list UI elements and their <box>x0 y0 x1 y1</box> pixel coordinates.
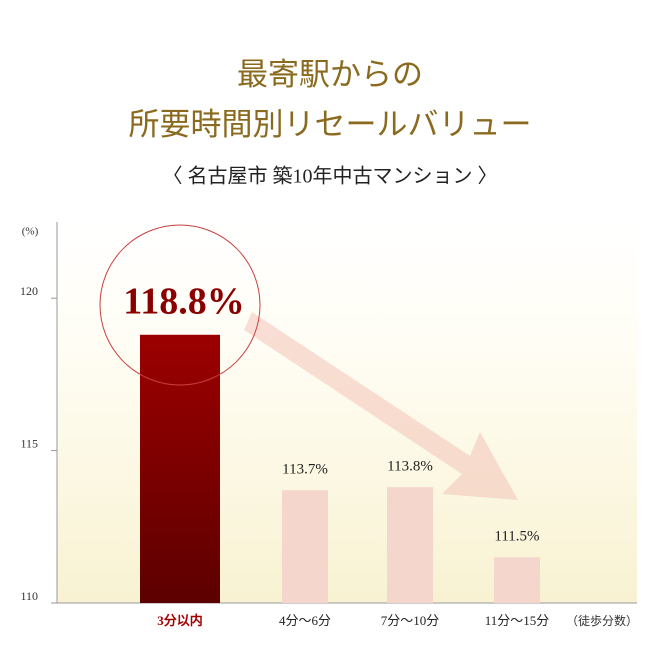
bar <box>282 490 328 603</box>
y-tick-label: 110 <box>20 589 38 603</box>
bar <box>494 557 540 603</box>
y-axis-label: (%) <box>22 226 39 238</box>
x-axis-label: （徒歩分数） <box>566 613 638 628</box>
value-label: 113.7% <box>282 462 328 478</box>
trend-arrow <box>244 312 518 500</box>
x-tick-label: 11分〜15分 <box>485 613 550 628</box>
chart-subtitle: 〈 名古屋市 築10年中古マンション 〉 <box>163 165 498 188</box>
x-tick-label: 7分〜10分 <box>381 613 440 628</box>
highlight-circle <box>99 224 261 386</box>
value-label: 113.8% <box>387 459 433 475</box>
bar <box>387 487 433 603</box>
y-tick-label: 115 <box>20 436 38 450</box>
x-tick-label: 4分〜6分 <box>279 613 331 628</box>
chart-title: 最寄駅からの <box>237 57 423 92</box>
value-label: 111.5% <box>494 529 539 545</box>
bar <box>140 334 220 603</box>
y-tick-label: 120 <box>20 284 38 298</box>
x-tick-label: 3分以内 <box>157 613 203 628</box>
value-label: 118.8% <box>123 281 244 323</box>
chart-title: 所要時間別リセールバリュー <box>129 107 532 142</box>
